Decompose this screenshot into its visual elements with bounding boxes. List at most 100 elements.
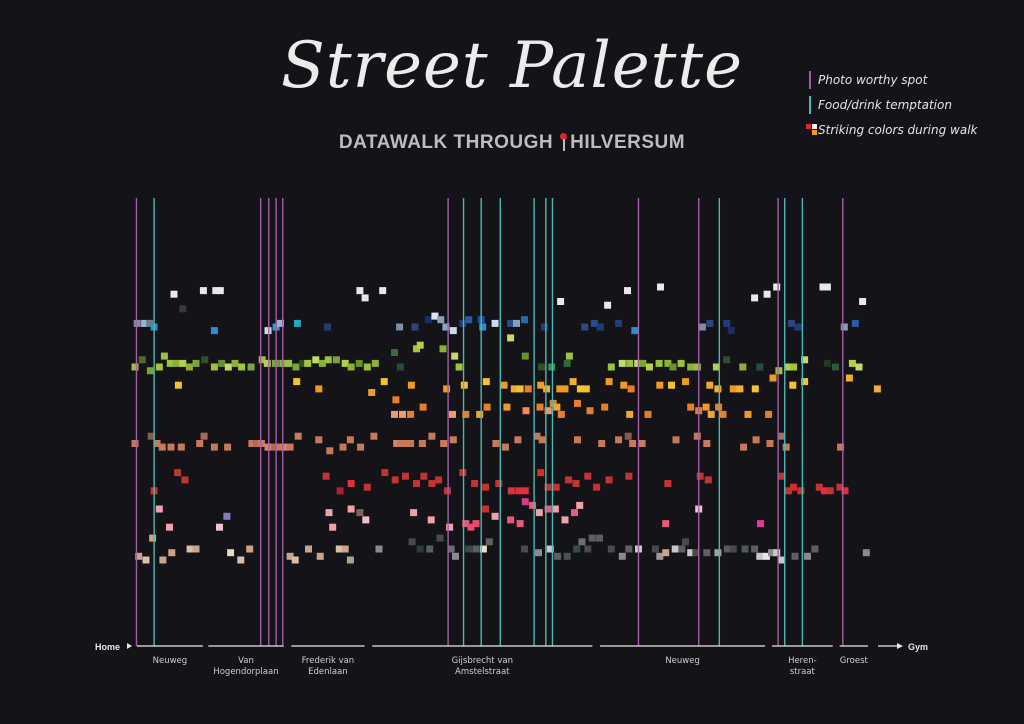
street-name-label: straat xyxy=(790,667,816,677)
color-swatch-point xyxy=(424,316,432,324)
color-swatch-point xyxy=(336,487,344,495)
color-swatch-point xyxy=(455,363,463,371)
color-swatch-point xyxy=(516,385,524,393)
color-swatch-point xyxy=(873,385,881,393)
color-swatch-point xyxy=(682,378,689,386)
color-swatch-point xyxy=(479,323,487,331)
color-swatch-point xyxy=(744,410,752,418)
color-swatch-point xyxy=(138,356,146,364)
color-swatch-point xyxy=(672,436,680,444)
color-swatch-point xyxy=(801,378,809,386)
color-swatch-point xyxy=(459,319,467,327)
color-swatch-point xyxy=(440,440,448,447)
color-swatch-point xyxy=(381,469,389,477)
color-swatch-point xyxy=(571,509,578,517)
color-swatch-point xyxy=(485,538,493,546)
color-swatch-point xyxy=(146,367,154,375)
color-swatch-point xyxy=(410,509,418,517)
color-swatch-point xyxy=(598,440,606,447)
color-swatch-point xyxy=(263,359,271,367)
color-swatch-point xyxy=(561,516,569,524)
color-swatch-point xyxy=(158,443,166,451)
color-swatch-point xyxy=(703,549,711,557)
color-swatch-point xyxy=(411,323,419,331)
color-swatch-point xyxy=(347,505,355,513)
color-swatch-point xyxy=(751,294,759,302)
color-swatch-point xyxy=(192,545,200,553)
street-name-label: Frederik van xyxy=(302,656,355,666)
color-swatch-point xyxy=(155,505,163,513)
color-swatch-point xyxy=(664,359,672,367)
color-swatch-point xyxy=(574,399,581,407)
color-swatch-point xyxy=(210,327,218,335)
color-swatch-point xyxy=(503,403,511,411)
color-swatch-point xyxy=(196,440,204,447)
color-swatch-point xyxy=(556,385,564,393)
color-swatch-point xyxy=(356,509,364,517)
color-swatch-point xyxy=(392,396,400,404)
color-swatch-point xyxy=(271,359,279,367)
color-swatch-point xyxy=(586,407,594,415)
color-swatch-point xyxy=(582,385,590,393)
color-swatch-point xyxy=(797,487,805,495)
color-swatch-point xyxy=(210,443,218,451)
color-swatch-point xyxy=(546,545,554,553)
color-swatch-point xyxy=(218,359,226,367)
color-swatch-point xyxy=(590,319,598,327)
color-swatch-point xyxy=(363,483,371,491)
color-swatch-point xyxy=(224,363,232,371)
color-swatch-point xyxy=(723,319,731,327)
color-swatch-point xyxy=(357,443,365,451)
color-swatch-point xyxy=(258,356,266,364)
color-swatch-point xyxy=(324,323,332,331)
color-swatch-point xyxy=(588,534,596,542)
color-swatch-point xyxy=(775,367,783,375)
color-swatch-point xyxy=(712,363,720,371)
color-swatch-point xyxy=(773,283,781,291)
color-swatch-point xyxy=(179,305,187,313)
color-swatch-point xyxy=(257,440,265,447)
color-swatch-point xyxy=(201,356,209,364)
color-swatch-point xyxy=(682,538,689,546)
color-swatch-point xyxy=(275,443,283,451)
color-swatch-point xyxy=(707,410,715,418)
color-swatch-point xyxy=(538,363,545,371)
color-swatch-point xyxy=(557,298,565,305)
color-swatch-point xyxy=(671,545,679,553)
color-swatch-point xyxy=(581,323,589,331)
color-swatch-point xyxy=(446,523,454,531)
color-swatch-point xyxy=(316,552,324,560)
color-swatch-point xyxy=(507,319,515,327)
color-swatch-point xyxy=(294,432,302,440)
color-swatch-point xyxy=(529,501,537,509)
color-swatch-point xyxy=(662,549,670,557)
color-swatch-point xyxy=(766,440,774,447)
color-swatch-point xyxy=(572,480,580,487)
color-swatch-point xyxy=(396,440,404,447)
color-swatch-point xyxy=(428,432,436,440)
color-swatch-point xyxy=(862,549,870,557)
color-swatch-point xyxy=(167,443,175,451)
color-swatch-point xyxy=(715,403,723,411)
color-swatch-point xyxy=(146,319,154,327)
color-swatch-point xyxy=(238,363,246,371)
color-swatch-point xyxy=(500,381,508,389)
color-swatch-point xyxy=(723,545,731,553)
color-swatch-point xyxy=(841,487,849,495)
photo-line-swatch xyxy=(809,71,811,89)
color-swatch-point xyxy=(629,440,637,447)
color-swatch-point xyxy=(216,287,224,295)
color-swatch-point xyxy=(292,363,300,371)
color-swatch-point xyxy=(791,552,799,560)
color-swatch-point xyxy=(563,359,571,367)
color-swatch-point xyxy=(443,487,451,495)
color-swatch-point xyxy=(524,385,532,393)
color-swatch-point xyxy=(322,472,330,480)
color-swatch-point xyxy=(507,334,515,342)
color-swatch-point xyxy=(565,476,573,484)
color-swatch-point xyxy=(756,363,764,371)
subtitle: DATAWALK THROUGH HILVERSUM xyxy=(0,132,1024,154)
color-swatch-point xyxy=(739,363,747,371)
color-swatch-point xyxy=(419,403,427,411)
color-swatch-point xyxy=(540,323,548,331)
